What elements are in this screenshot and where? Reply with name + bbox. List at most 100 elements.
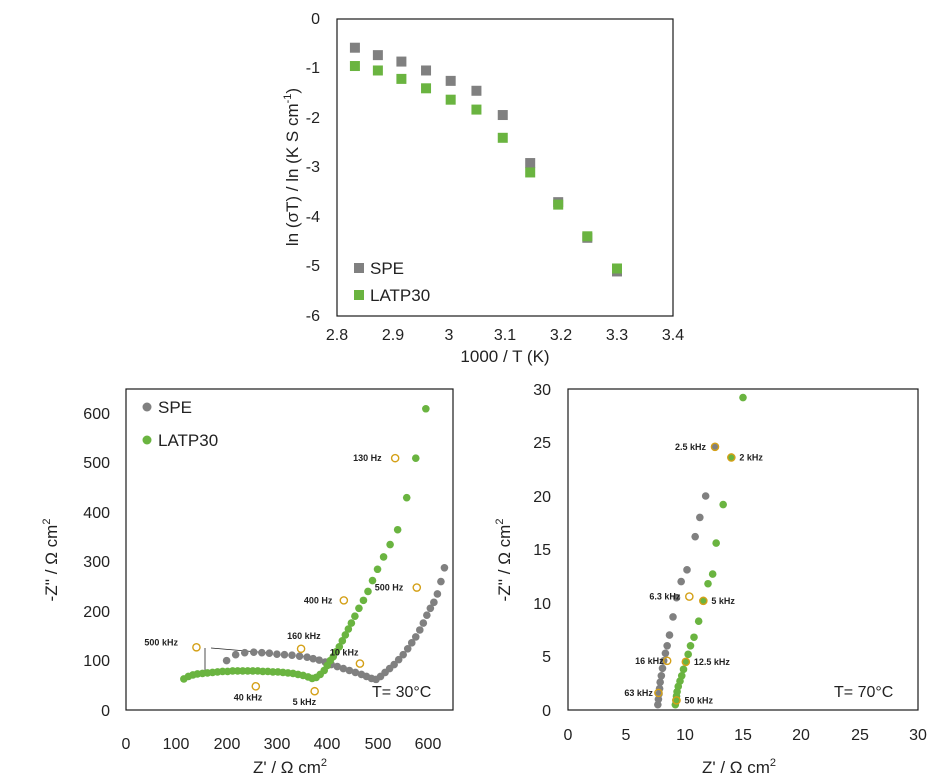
data-point-spe xyxy=(497,110,508,121)
nyquist-30c-ytick-label: 300 xyxy=(83,554,110,571)
data-point-latp30 xyxy=(338,637,347,645)
data-point-latp30 xyxy=(677,671,686,680)
arrhenius-xtick-label: 3 xyxy=(445,327,454,344)
frequency-annotation: 130 Hz xyxy=(353,453,382,463)
nyquist-30c-ytick-label: 600 xyxy=(83,406,110,423)
nyquist-30c-legend: SPE LATP30 xyxy=(142,398,218,450)
nyquist-30c-x-axis-label: Z' / Ω cm2 xyxy=(253,757,327,777)
arrhenius-xtick-label: 2.8 xyxy=(326,327,348,344)
arrhenius-legend: SPE LATP30 xyxy=(354,259,430,305)
nyquist-30c-xtick-label: 500 xyxy=(365,736,392,753)
nyquist-30c-data-points xyxy=(180,404,449,684)
nyquist-70c-xtick-label: 30 xyxy=(909,727,927,744)
frequency-marker xyxy=(727,453,736,462)
frequency-annotation: 2.5 kHz xyxy=(675,442,707,452)
data-point-spe xyxy=(657,671,666,680)
frequency-marker xyxy=(192,642,201,652)
nyquist-30c-xtick-label: 600 xyxy=(415,736,442,753)
nyquist-30c-xtick-label: 300 xyxy=(264,736,291,753)
data-point-spe xyxy=(231,650,240,659)
data-point-spe xyxy=(349,42,360,53)
data-point-spe xyxy=(288,651,296,659)
data-point-latp30 xyxy=(686,642,695,650)
frequency-marker xyxy=(681,657,691,667)
data-point-spe xyxy=(403,644,412,653)
data-point-spe xyxy=(258,648,266,657)
data-point-spe xyxy=(440,563,449,572)
frequency-marker xyxy=(412,583,422,592)
arrhenius-xtick-label: 3.2 xyxy=(550,327,572,344)
nyquist-30c-plot-frame xyxy=(125,388,454,711)
data-point-spe xyxy=(411,633,420,641)
nyquist-30c-ytick-label: 500 xyxy=(83,455,110,472)
frequency-annotation: 12.5 kHz xyxy=(694,657,731,667)
legend-label-latp30: LATP30 xyxy=(370,286,430,305)
data-point-spe xyxy=(430,598,438,607)
nyquist-30c-annotations: 500 kHz 160 kHz 10 kHz 40 kHz 5 kHz 400 Hz 500… xyxy=(144,453,422,707)
arrhenius-ytick-label: 0 xyxy=(311,11,320,28)
nyquist-30c-ytick-label: 200 xyxy=(83,604,110,621)
data-point-spe xyxy=(423,611,431,619)
data-point-spe xyxy=(656,678,664,686)
data-point-spe xyxy=(351,668,360,677)
arrhenius-xtick-label: 3.3 xyxy=(606,327,628,344)
nyquist-70c-ytick-label: 10 xyxy=(533,596,551,613)
legend-label-spe: SPE xyxy=(370,259,404,278)
data-point-spe xyxy=(663,642,671,650)
nyquist-70c-ytick-label: 5 xyxy=(542,649,551,666)
arrhenius-xtick-label: 3.4 xyxy=(662,327,684,344)
data-point-spe xyxy=(390,660,398,669)
nyquist-70c-chart: 0 5 10 15 20 25 30 0 5 10 15 20 25 30 Z'… xyxy=(494,382,927,777)
nyquist-30c-y-ticks: 0 100 200 300 400 500 600 xyxy=(83,406,110,720)
nyquist-70c-xtick-label: 0 xyxy=(564,727,573,744)
nyquist-70c-ytick-label: 0 xyxy=(542,703,551,720)
data-point-latp30 xyxy=(351,612,359,620)
data-point-spe xyxy=(240,648,249,657)
temperature-label-70c: T= 70°C xyxy=(834,684,893,701)
data-point-latp30 xyxy=(704,579,712,588)
data-point-latp30 xyxy=(699,597,708,605)
nyquist-30c-xtick-label: 0 xyxy=(122,736,131,753)
frequency-marker xyxy=(251,681,261,691)
data-point-spe xyxy=(419,619,428,627)
data-point-spe xyxy=(426,604,435,613)
legend-marker-latp30 xyxy=(354,290,364,300)
data-point-spe xyxy=(445,75,456,86)
data-point-latp30 xyxy=(355,604,363,613)
data-point-latp30 xyxy=(422,404,430,413)
frequency-annotation: 160 kHz xyxy=(287,631,321,641)
frequency-annotation: 5 kHz xyxy=(711,596,735,606)
data-point-latp30 xyxy=(525,167,536,178)
data-point-latp30 xyxy=(379,553,388,561)
data-point-latp30 xyxy=(347,619,356,627)
data-point-latp30 xyxy=(612,263,622,274)
data-point-latp30 xyxy=(402,493,411,502)
data-point-spe xyxy=(399,650,407,659)
legend-label-spe: SPE xyxy=(158,398,192,417)
nyquist-30c-ytick-label: 100 xyxy=(83,653,110,670)
data-point-spe xyxy=(658,664,667,673)
data-point-spe xyxy=(701,492,710,500)
nyquist-70c-plot-frame xyxy=(567,388,919,711)
data-point-latp30 xyxy=(684,650,692,659)
data-point-latp30 xyxy=(719,500,727,509)
data-point-latp30 xyxy=(497,132,508,143)
nyquist-70c-xtick-label: 15 xyxy=(734,727,752,744)
data-point-spe xyxy=(309,654,317,663)
data-point-latp30 xyxy=(690,633,698,642)
data-point-latp30 xyxy=(694,617,703,625)
data-point-spe xyxy=(683,566,691,574)
data-point-latp30 xyxy=(682,658,690,666)
legend-marker-spe xyxy=(142,402,152,412)
data-point-latp30 xyxy=(341,631,350,639)
data-point-spe xyxy=(280,650,289,659)
data-point-spe xyxy=(665,631,674,639)
data-point-latp30 xyxy=(553,199,564,210)
data-point-spe xyxy=(295,652,304,660)
data-point-spe xyxy=(691,532,699,541)
arrhenius-ytick-label: -5 xyxy=(306,258,320,275)
nyquist-70c-x-ticks: 0 5 10 15 20 25 30 xyxy=(564,727,927,744)
data-point-spe xyxy=(672,593,681,602)
data-point-spe xyxy=(345,666,354,675)
arrhenius-ytick-label: -3 xyxy=(306,159,320,176)
